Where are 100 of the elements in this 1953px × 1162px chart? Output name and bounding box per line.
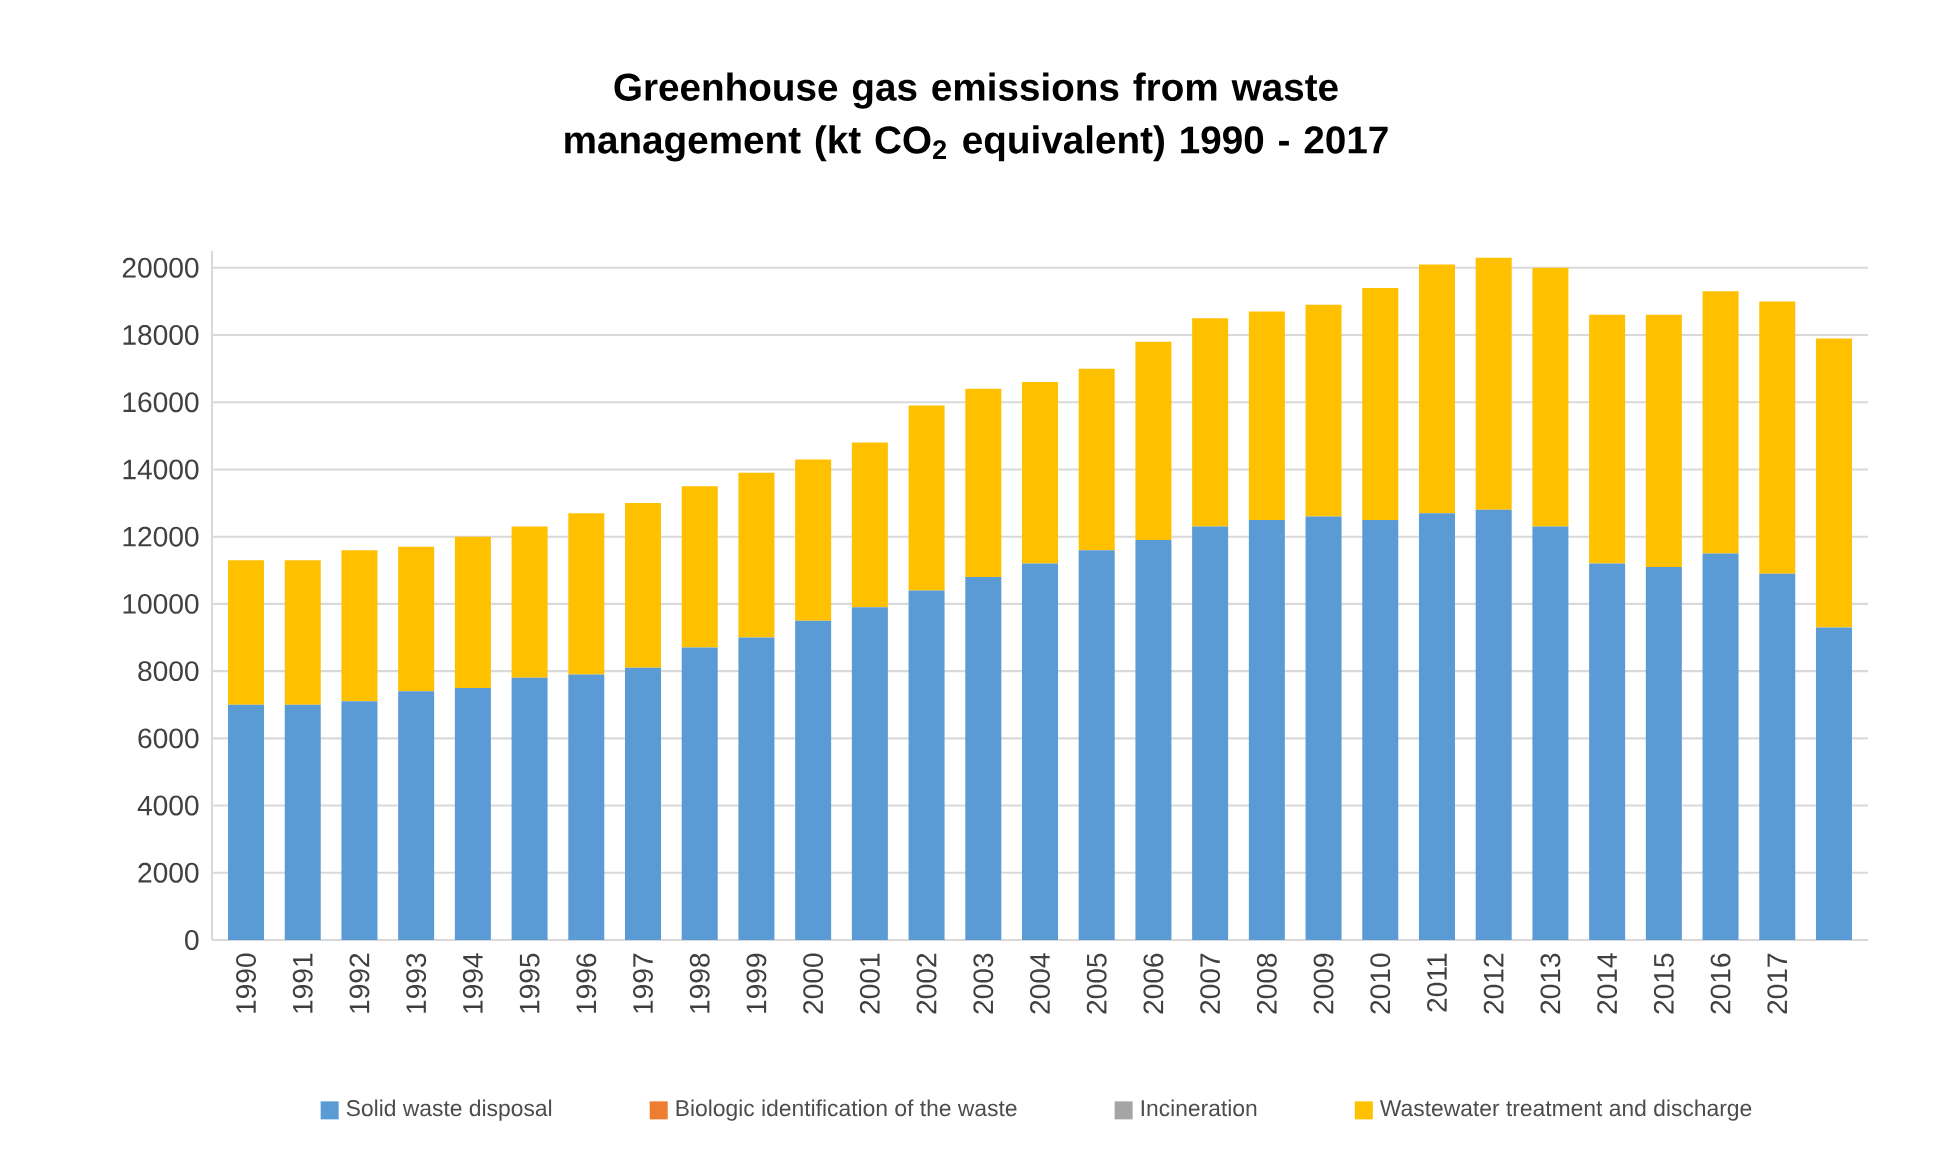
bar bbox=[681, 486, 718, 648]
x-tick-label: 2014 bbox=[1597, 953, 1618, 1014]
bar bbox=[1022, 563, 1058, 940]
legend-label: Solid waste disposal bbox=[346, 1099, 552, 1121]
y-tick-label: 6000 bbox=[138, 728, 199, 749]
bar bbox=[795, 620, 832, 940]
x-tick-label: 2003 bbox=[973, 953, 994, 1014]
bar bbox=[851, 442, 888, 608]
y-tick-label: 4000 bbox=[137, 795, 199, 816]
y-tick-label: 0 bbox=[185, 930, 199, 950]
x-tick-label: 1994 bbox=[462, 953, 483, 1013]
x-tick-label: 1990 bbox=[236, 953, 256, 1013]
x-tick-label: 2000 bbox=[803, 953, 824, 1014]
bar bbox=[511, 677, 548, 940]
x-tick-label: 2012 bbox=[1483, 953, 1504, 1014]
bar bbox=[1248, 519, 1285, 940]
x-tick-label: 1995 bbox=[519, 953, 540, 1013]
y-tick-label: 2000 bbox=[138, 862, 199, 883]
bar bbox=[1022, 382, 1058, 564]
bar bbox=[1702, 553, 1739, 940]
bar bbox=[738, 472, 775, 638]
chart-title: Greenhouse gas emissions from waste management (kt CO$_{2}$ equivalent) 1990 - 2017 bbox=[565, 72, 1388, 162]
x-tick-label: 2016 bbox=[1710, 953, 1731, 1014]
x-tick-label: 2011 bbox=[1427, 953, 1447, 1012]
bar bbox=[625, 503, 662, 668]
bar bbox=[511, 526, 548, 678]
bar bbox=[1135, 540, 1172, 940]
bar bbox=[1192, 526, 1229, 940]
x-tick-label: 1998 bbox=[689, 953, 710, 1013]
bar bbox=[1078, 368, 1115, 551]
bar bbox=[965, 388, 1002, 578]
bar bbox=[1418, 513, 1455, 940]
bar bbox=[341, 701, 378, 940]
x-tick-label: 2008 bbox=[1256, 953, 1277, 1014]
bar bbox=[1362, 287, 1399, 520]
bar bbox=[1305, 516, 1342, 940]
x-tick-label: 2005 bbox=[1086, 953, 1107, 1014]
bar bbox=[568, 513, 605, 675]
bar bbox=[454, 536, 491, 688]
bar bbox=[1248, 311, 1285, 520]
y-tick-label: 20000 bbox=[122, 257, 199, 278]
x-tick-label: 1991 bbox=[292, 953, 313, 1013]
bar bbox=[228, 704, 265, 940]
bar bbox=[738, 637, 775, 940]
x-tick-label: 1996 bbox=[576, 953, 597, 1013]
bar bbox=[1759, 573, 1796, 940]
x-tick-label: 2017 bbox=[1767, 953, 1788, 1014]
bar bbox=[284, 704, 321, 940]
bar bbox=[1475, 257, 1512, 510]
bar bbox=[228, 560, 265, 705]
x-tick-label: 2001 bbox=[859, 953, 880, 1014]
bar bbox=[625, 667, 662, 940]
legend-label: Wastewater treatment and discharge bbox=[1379, 1099, 1752, 1121]
x-tick-label: 2006 bbox=[1143, 953, 1164, 1014]
y-tick-label: 8000 bbox=[138, 661, 199, 682]
x-tick-label: 2013 bbox=[1540, 953, 1561, 1014]
legend-label: Biologic identification of the waste bbox=[676, 1099, 1017, 1121]
x-tick-label: 1992 bbox=[349, 953, 370, 1013]
bar bbox=[398, 691, 435, 940]
bar bbox=[1418, 264, 1455, 514]
bar bbox=[1135, 341, 1172, 541]
bar bbox=[568, 674, 605, 940]
bar bbox=[795, 459, 832, 621]
bar bbox=[1532, 526, 1569, 940]
x-tick-label: 2002 bbox=[916, 953, 937, 1014]
x-tick-label: 2009 bbox=[1313, 953, 1334, 1014]
bar bbox=[1589, 563, 1626, 940]
bar bbox=[1815, 338, 1852, 628]
bar bbox=[1759, 301, 1796, 574]
bar bbox=[1645, 314, 1682, 567]
bar bbox=[1305, 304, 1342, 517]
x-tick-label: 2004 bbox=[1030, 953, 1050, 1014]
bar bbox=[908, 405, 945, 591]
bar bbox=[681, 647, 718, 940]
x-tick-label: 2007 bbox=[1200, 953, 1221, 1014]
bar bbox=[851, 607, 888, 940]
bar bbox=[1589, 314, 1626, 564]
bar bbox=[908, 590, 945, 940]
x-tick-label: 1997 bbox=[633, 953, 653, 1013]
bar bbox=[1078, 550, 1115, 940]
bar bbox=[1702, 291, 1739, 554]
bar bbox=[1532, 267, 1569, 527]
bar bbox=[1362, 519, 1399, 940]
legend-label: Incineration bbox=[1141, 1099, 1257, 1117]
bar bbox=[1815, 627, 1852, 940]
y-tick-label: 12000 bbox=[123, 526, 199, 547]
y-tick-label: 16000 bbox=[123, 392, 199, 413]
bar bbox=[1192, 318, 1229, 527]
x-tick-label: 2015 bbox=[1653, 953, 1674, 1014]
y-tick-label: 14000 bbox=[123, 459, 199, 480]
bar bbox=[454, 687, 491, 940]
y-tick-label: 18000 bbox=[123, 325, 199, 345]
bar bbox=[398, 546, 435, 692]
bar bbox=[1645, 566, 1682, 940]
x-tick-label: 1993 bbox=[406, 953, 427, 1013]
bar bbox=[965, 577, 1002, 940]
bar bbox=[284, 560, 321, 705]
y-tick-label: 10000 bbox=[123, 593, 199, 614]
bar bbox=[341, 550, 378, 702]
x-tick-label: 2010 bbox=[1370, 953, 1391, 1014]
